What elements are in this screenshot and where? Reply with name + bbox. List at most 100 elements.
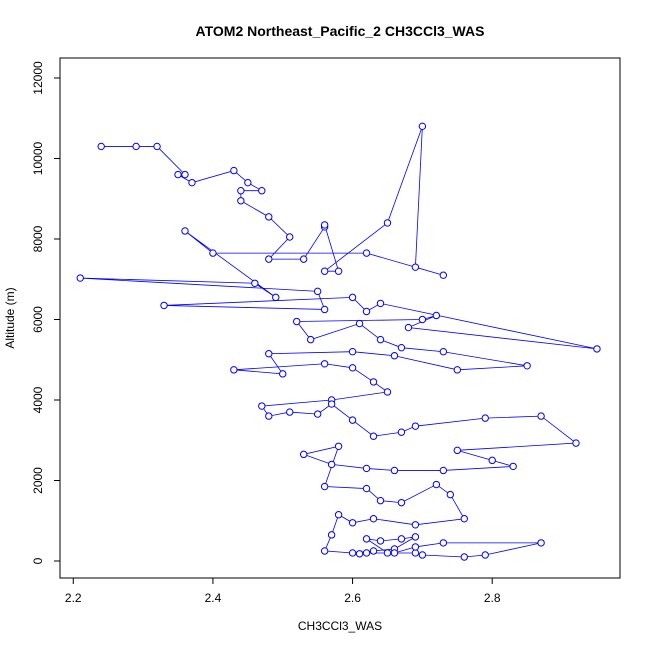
data-point: [362, 464, 371, 473]
data-point: [397, 428, 406, 436]
data-point: [383, 219, 392, 227]
data-point: [132, 142, 140, 151]
data-point: [320, 221, 329, 229]
data-point: [369, 547, 378, 555]
data-point: [334, 511, 343, 519]
x-tick-label: 2.8: [484, 591, 501, 605]
data-point: [160, 301, 168, 310]
y-axis-label: Altitude (m): [3, 287, 17, 348]
data-point: [376, 299, 385, 308]
x-tick-label: 2.2: [65, 591, 82, 605]
data-point: [76, 274, 84, 282]
data-point: [481, 414, 489, 422]
data-point: [320, 482, 329, 491]
data-point: [572, 439, 580, 447]
data-point: [397, 535, 406, 543]
data-point: [348, 416, 357, 424]
data-point: [509, 462, 517, 471]
data-point: [481, 551, 489, 559]
y-tick-label: 6000: [31, 306, 45, 333]
data-point: [306, 335, 315, 344]
data-point: [320, 547, 329, 555]
data-point: [439, 348, 448, 356]
data-point: [439, 539, 448, 547]
data-point: [362, 307, 371, 316]
data-point: [537, 539, 545, 547]
data-point: [390, 466, 399, 475]
data-point: [230, 166, 238, 175]
data-point: [446, 490, 455, 499]
data-point: [488, 456, 496, 465]
data-point: [593, 345, 601, 353]
data-point: [97, 142, 105, 151]
data-point: [390, 549, 399, 557]
data-point: [181, 227, 189, 235]
data-point: [174, 170, 182, 179]
data-point: [411, 543, 420, 551]
y-tick-label: 2000: [31, 467, 45, 494]
data-point: [453, 446, 462, 455]
data-point: [299, 450, 308, 459]
data-line: [80, 126, 598, 558]
data-point: [397, 343, 406, 352]
y-tick-label: 0: [31, 557, 45, 564]
data-point: [348, 549, 357, 557]
data-point: [153, 142, 161, 151]
data-point: [272, 293, 280, 302]
data-point: [348, 364, 357, 372]
data-point: [320, 305, 329, 314]
data-point: [334, 442, 343, 450]
data-point: [299, 255, 308, 263]
data-point: [362, 484, 371, 493]
data-point: [411, 521, 420, 529]
data-point: [453, 366, 462, 374]
data-point: [390, 352, 399, 360]
data-point: [258, 402, 266, 410]
data-point: [460, 515, 468, 523]
data-point: [432, 480, 441, 489]
data-point: [376, 335, 385, 344]
data-point: [362, 535, 371, 543]
data-point: [355, 319, 364, 328]
data-point: [362, 549, 371, 557]
data-point: [369, 378, 378, 386]
x-axis-label: CH3CCl3_WAS: [298, 619, 382, 633]
y-tick-label: 10000: [31, 141, 45, 175]
data-point: [362, 249, 371, 257]
data-point: [439, 466, 448, 475]
data-point: [404, 323, 413, 332]
data-point: [411, 263, 420, 271]
data-point: [397, 498, 406, 507]
data-point: [181, 170, 189, 179]
data-point: [320, 267, 329, 275]
data-point: [209, 249, 217, 257]
data-point: [327, 460, 336, 469]
data-point: [411, 549, 420, 557]
data-point: [537, 412, 545, 420]
plot-frame: [59, 57, 621, 579]
data-point: [376, 537, 385, 545]
x-tick-label: 2.6: [344, 591, 361, 605]
data-point: [286, 408, 294, 416]
data-point: [348, 519, 357, 527]
data-point: [251, 279, 259, 287]
data-point: [230, 366, 238, 374]
data-point: [313, 287, 322, 296]
data-point: [327, 400, 336, 408]
data-point: [293, 317, 301, 326]
data-point: [411, 533, 420, 541]
data-point: [432, 311, 441, 320]
chart-title: ATOM2 Northeast_Pacific_2 CH3CCl3_WAS: [196, 23, 485, 39]
x-tick-label: 2.4: [205, 591, 222, 605]
data-point: [188, 178, 196, 187]
data-point: [244, 178, 252, 187]
data-point: [418, 122, 427, 131]
y-tick-label: 12000: [31, 61, 45, 95]
data-point: [279, 370, 287, 378]
data-point: [265, 350, 273, 358]
y-tick-label: 4000: [31, 386, 45, 413]
data-point: [355, 550, 364, 558]
data-point: [369, 515, 378, 523]
data-point: [265, 255, 273, 263]
data-point: [348, 348, 357, 356]
